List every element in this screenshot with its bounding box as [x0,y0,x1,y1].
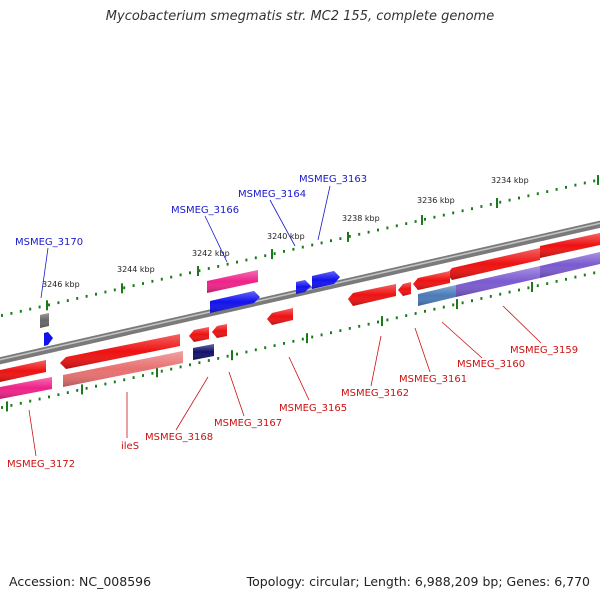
leader-msmeg-3172 [28,409,37,457]
gene-label-msmeg-3161[interactable]: MSMEG_3161 [399,374,467,385]
topology-text: Topology: circular; Length: 6,988,209 bp… [246,574,590,589]
gene-label-msmeg-3159[interactable]: MSMEG_3159 [510,345,578,356]
tick-label-3240: 3240 kbp [267,232,305,241]
gene-msmeg-3172-feature[interactable] [0,360,46,382]
gene-label-msmeg-3168[interactable]: MSMEG_3168 [145,432,213,443]
gene-label-msmeg-3165[interactable]: MSMEG_3165 [279,403,347,414]
leader-msmeg-3159 [502,305,542,344]
gene-msmeg-3159-forward-block[interactable] [540,233,600,258]
leader-msmeg-3166 [204,215,228,263]
gene-msmeg-3168-feature[interactable] [189,327,209,342]
tick-label-3246: 3246 kbp [42,280,80,289]
gene-label-msmeg-3167[interactable]: MSMEG_3167 [214,418,282,429]
gene-msmeg-3161-feature[interactable] [413,271,450,290]
gene-ileS-feature[interactable] [60,334,180,369]
leader-msmeg-3160 [441,321,483,359]
gene-msmeg-3167-feature[interactable] [212,324,227,338]
tick-labels: 3234 kbp 3236 kbp 3238 kbp 3240 kbp 3242… [42,176,529,289]
gene-msmeg-3166-blue-feature[interactable] [210,291,260,313]
leader-msmeg-3168 [175,376,209,431]
tick-tracks [1,175,599,412]
gene-msmeg-3163-feature[interactable] [312,271,340,289]
gene-msmeg-3160-purple-block[interactable] [456,266,540,297]
gene-label-msmeg-3172[interactable]: MSMEG_3172 [7,459,75,470]
gene-label-ileS[interactable]: ileS [121,441,139,452]
gene-msmeg-3159-purple-block[interactable] [540,252,600,278]
upper-tick-track [1,175,599,317]
tick-label-3238: 3238 kbp [342,214,380,223]
gene-label-msmeg-3164[interactable]: MSMEG_3164 [238,189,306,200]
tick-label-3242: 3242 kbp [192,249,230,258]
tick-label-3236: 3236 kbp [417,196,455,205]
gene-labels: MSMEG_3163 MSMEG_3164 MSMEG_3166 MSMEG_3… [7,174,578,470]
leader-msmeg-3165 [288,356,310,401]
tick-label-3244: 3244 kbp [117,265,155,274]
gene-label-msmeg-3170[interactable]: MSMEG_3170 [15,237,83,248]
gene-msmeg-3170-gray-feature[interactable] [40,313,49,328]
leader-msmeg-3170 [40,247,49,299]
gene-msmeg-3168-navy-block[interactable] [193,344,214,360]
leader-msmeg-3167 [228,371,245,417]
gene-msmeg-3162-feature[interactable] [348,284,396,306]
gene-msmeg-3165-feature[interactable] [267,308,293,325]
accession-text: Accession: NC_008596 [9,574,152,589]
map-title: Mycobacterium smegmatis str. MC2 155, co… [105,9,495,24]
gene-ileS-salmon-block[interactable] [63,351,183,387]
leader-msmeg-3162 [370,335,382,387]
gene-label-msmeg-3163[interactable]: MSMEG_3163 [299,174,367,185]
gene-msmeg-3164-feature[interactable] [296,280,311,294]
gene-features [0,233,600,399]
gene-label-msmeg-3166[interactable]: MSMEG_3166 [171,205,239,216]
gene-msmeg-3160-feature[interactable] [447,248,540,280]
gene-msmeg-3161-steel-block[interactable] [418,285,456,306]
tick-label-3234: 3234 kbp [491,176,529,185]
gene-msmeg-3170-feature[interactable] [44,332,53,346]
label-leader-lines [28,185,542,457]
gene-msmeg-3172-pink-block[interactable] [0,377,52,399]
gene-label-msmeg-3160[interactable]: MSMEG_3160 [457,359,525,370]
gene-msmeg-3166-feature[interactable] [207,270,258,293]
leader-msmeg-3164 [269,199,296,247]
gene-msmeg-3162-small-feature[interactable] [398,282,411,296]
leader-msmeg-3163 [317,185,331,241]
leader-msmeg-3161 [414,327,431,373]
gene-label-msmeg-3162[interactable]: MSMEG_3162 [341,388,409,399]
lower-tick-track [1,271,596,412]
